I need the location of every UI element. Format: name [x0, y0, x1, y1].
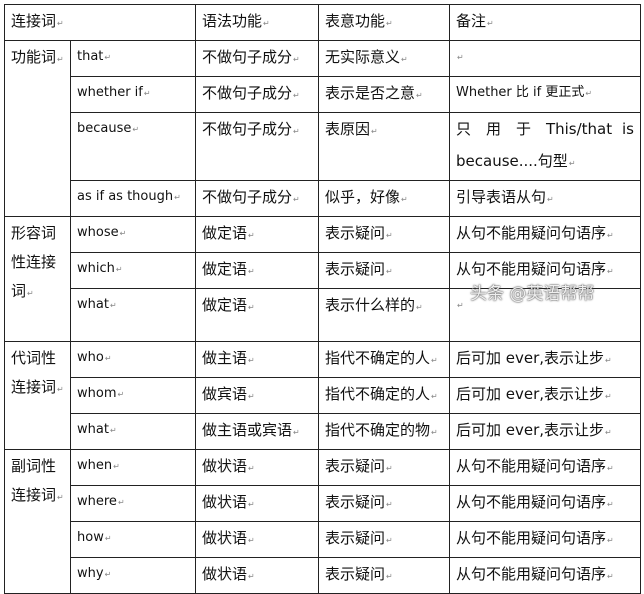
- word-cell: because: [70, 112, 196, 181]
- meaning-cell: 指代不确定的物: [318, 413, 450, 450]
- word-cell: whose: [70, 216, 196, 253]
- table-row: as if as though不做句子成分似乎，好像引导表语从句: [5, 180, 641, 217]
- note-cell: 从句不能用疑问句语序: [449, 557, 641, 594]
- grammar-cell: 做状语: [195, 485, 319, 522]
- grammar-cell: 不做句子成分: [195, 40, 319, 77]
- note-cell: 后可加 ever,表示让步: [449, 341, 641, 378]
- word-cell: as if as though: [70, 180, 196, 217]
- word-cell: which: [70, 252, 196, 289]
- table-row: why做状语表示疑问从句不能用疑问句语序: [5, 557, 641, 594]
- grammar-cell: 做定语: [195, 288, 319, 342]
- table-row: because不做句子成分表原因只 用 于 This/that is becau…: [5, 112, 641, 181]
- table-row: what做主语或宾语指代不确定的物后可加 ever,表示让步: [5, 413, 641, 450]
- meaning-cell: 表示疑问: [318, 252, 450, 289]
- grammar-cell: 做定语: [195, 252, 319, 289]
- table-row: 功能词that不做句子成分无实际意义: [4, 40, 641, 217]
- grammar-cell: 做宾语: [195, 377, 319, 414]
- word-cell: where: [70, 485, 196, 522]
- table-row: 代词性连接词who做主语指代不确定的人后可加 ever,表示让步: [4, 341, 641, 450]
- grammar-cell: 做状语: [195, 449, 319, 486]
- table-row: where做状语表示疑问从句不能用疑问句语序: [5, 485, 641, 522]
- table-row: 副词性连接词when做状语表示疑问从句不能用疑问句语序: [4, 449, 641, 594]
- header-cell: 连接词: [4, 4, 196, 41]
- meaning-cell: 表示疑问: [318, 557, 450, 594]
- meaning-cell: 指代不确定的人: [318, 377, 450, 414]
- meaning-cell: 表示疑问: [318, 485, 450, 522]
- grammar-cell: 做主语或宾语: [195, 413, 319, 450]
- header-row: 连接词 语法功能 表意功能 备注: [4, 4, 641, 41]
- note-cell: 从句不能用疑问句语序: [449, 521, 641, 558]
- note-cell: 从句不能用疑问句语序: [449, 252, 641, 289]
- word-cell: that: [70, 40, 196, 77]
- watermark: 头条 @英语帮帮: [470, 284, 595, 304]
- grammar-cell: 做定语: [195, 216, 319, 253]
- grammar-cell: 做主语: [195, 341, 319, 378]
- word-cell: what: [70, 288, 196, 342]
- table-row: whom做宾语指代不确定的人后可加 ever,表示让步: [5, 377, 641, 414]
- word-cell: what: [70, 413, 196, 450]
- meaning-cell: 指代不确定的人: [318, 341, 450, 378]
- table-row: what做定语表示什么样的: [5, 288, 641, 342]
- meaning-cell: 似乎，好像: [318, 180, 450, 217]
- word-cell: whom: [70, 377, 196, 414]
- note-cell: 从句不能用疑问句语序: [449, 449, 641, 486]
- note-cell: 从句不能用疑问句语序: [449, 485, 641, 522]
- header-cell: 备注: [449, 4, 641, 41]
- group-label-cell: 形容词性连接词: [4, 216, 71, 342]
- note-cell: 只 用 于 This/that is because....句型: [449, 112, 641, 181]
- note-cell: [449, 288, 641, 342]
- note-cell: Whether 比 if 更正式: [449, 76, 641, 113]
- note-cell: 后可加 ever,表示让步: [449, 377, 641, 414]
- word-cell: when: [70, 449, 196, 486]
- word-cell: whether if: [70, 76, 196, 113]
- table-row: whether if不做句子成分表示是否之意Whether 比 if 更正式: [5, 76, 641, 113]
- table-row: 形容词性连接词whose做定语表示疑问从句不能用疑问句语序: [4, 216, 641, 342]
- word-cell: how: [70, 521, 196, 558]
- note-cell: 从句不能用疑问句语序: [449, 216, 641, 253]
- note-cell: [449, 40, 641, 77]
- grammar-cell: 不做句子成分: [195, 76, 319, 113]
- meaning-cell: 无实际意义: [318, 40, 450, 77]
- meaning-cell: 表示什么样的: [318, 288, 450, 342]
- group-label-cell: 副词性连接词: [4, 449, 71, 594]
- grammar-cell: 做状语: [195, 557, 319, 594]
- table-row: how做状语表示疑问从句不能用疑问句语序: [5, 521, 641, 558]
- grammar-cell: 不做句子成分: [195, 180, 319, 217]
- meaning-cell: 表示疑问: [318, 449, 450, 486]
- meaning-cell: 表原因: [318, 112, 450, 181]
- group-label-cell: 代词性连接词: [4, 341, 71, 450]
- note-cell: 后可加 ever,表示让步: [449, 413, 641, 450]
- header-cell: 语法功能: [195, 4, 319, 41]
- meaning-cell: 表示疑问: [318, 216, 450, 253]
- header-cell: 表意功能: [318, 4, 450, 41]
- meaning-cell: 表示疑问: [318, 521, 450, 558]
- word-cell: who: [70, 341, 196, 378]
- meaning-cell: 表示是否之意: [318, 76, 450, 113]
- grammar-cell: 做状语: [195, 521, 319, 558]
- grammar-cell: 不做句子成分: [195, 112, 319, 181]
- group-label-cell: 功能词: [4, 40, 71, 217]
- word-cell: why: [70, 557, 196, 594]
- note-cell: 引导表语从句: [449, 180, 641, 217]
